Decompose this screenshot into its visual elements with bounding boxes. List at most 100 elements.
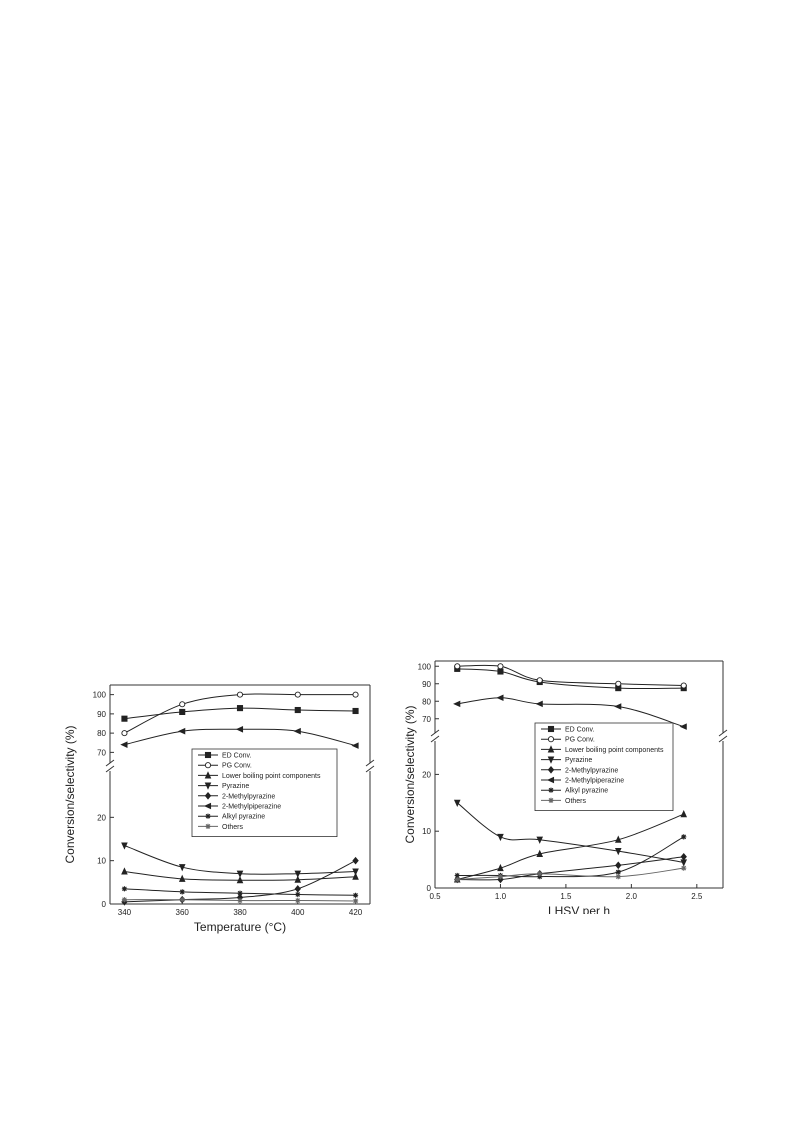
chart-a-point-2-2	[236, 875, 244, 884]
temperature-chart: 340 360 380 400 420 0 10 20 70 80 90 100 Temperature…	[60, 677, 390, 937]
chart-a-x-tick-label-0: 340	[118, 908, 132, 917]
chart-b-legend-marker-2	[547, 745, 555, 753]
chart-a-point-0-3	[294, 706, 301, 714]
chart-b-series-line-3	[456, 802, 684, 863]
chart-a-point-6-4	[352, 892, 359, 898]
chart-b-point-3-0	[453, 799, 461, 807]
chart-b-point-5-0	[453, 700, 461, 708]
chart-a-point-7-3	[295, 897, 301, 904]
chart-b-point-5-1	[496, 694, 504, 702]
chart-b-point-7-4	[681, 865, 687, 871]
chart-b-x-tick-label-1: 1.0	[495, 892, 507, 901]
chart-b-x-tick-label-0: 0.5	[429, 892, 441, 901]
chart-a-y-tick-label-upper-0: 70	[97, 748, 106, 757]
chart-a-legend-marker-2	[204, 771, 212, 779]
chart-b-point-1-1	[497, 663, 504, 670]
chart-b-legend-label-2: Lower boiling point components	[565, 747, 664, 754]
chart-a-point-2-4	[352, 872, 359, 880]
chart-a-y-tick-label-upper-1: 80	[97, 729, 106, 738]
temperature-chart-svg: 340 360 380 400 420 0 10 20 70 80 90 100 Temperature…	[63, 684, 375, 934]
chart-a-legend-marker-0	[204, 751, 212, 759]
chart-b-legend-label-1: PG Conv.	[565, 737, 595, 744]
chart-a-axis-break-right	[365, 759, 375, 773]
chart-a-point-3-0	[121, 842, 128, 850]
chart-a-point-1-2	[236, 691, 244, 698]
chart-a-point-2-3	[294, 875, 302, 883]
chart-b-legend-label-5: 2-Methylpiperazine	[565, 778, 624, 785]
chart-a-point-3-2	[236, 870, 244, 878]
chart-a-legend-label-6: Alkyl pyrazine	[222, 814, 265, 821]
chart-a-point-4-4	[352, 856, 359, 865]
chart-a-point-5-1	[178, 727, 186, 735]
chart-b-series-line-1	[457, 664, 684, 686]
chart-a-y-tick-label-upper-2: 90	[97, 710, 106, 719]
chart-b-y-tick-label-lower-0: 0	[427, 884, 432, 893]
chart-b-legend-marker-1	[547, 736, 555, 743]
chart-b-x-tick-label-3: 2.0	[626, 892, 638, 901]
chart-a-point-2-1	[178, 874, 186, 882]
chart-b-axis-break-left	[430, 729, 440, 743]
chart-a-point-5-3	[293, 727, 301, 735]
chart-b-point-5-4	[679, 723, 687, 730]
chart-a-point-7-2	[237, 897, 243, 904]
chart-b-point-1-4	[680, 682, 687, 689]
chart-a-legend-marker-1	[204, 762, 212, 769]
chart-b-series-line-2	[457, 813, 684, 880]
chart-a-point-3-1	[178, 864, 186, 872]
chart-b-series-line-7	[457, 867, 684, 880]
chart-a-y-tick-label-lower-0: 0	[102, 900, 107, 909]
chart-a-x-tick-label-4: 420	[349, 908, 363, 917]
chart-b-point-1-2	[536, 677, 543, 684]
chart-a-point-1-1	[179, 701, 186, 708]
chart-a-point-7-1	[179, 897, 185, 903]
chart-a-point-5-4	[351, 742, 359, 749]
chart-b-series-group	[453, 663, 688, 884]
chart-b-series-line-0	[457, 668, 684, 690]
chart-a-legend-marker-6	[205, 813, 211, 819]
chart-b-x-axis-title: LHSV per h	[548, 904, 610, 914]
chart-a-y-tick-label-lower-2: 20	[97, 813, 106, 822]
chart-b-point-2-4	[680, 809, 688, 818]
chart-a-point-2-0	[121, 867, 128, 875]
chart-b-y-tick-label-upper-3: 100	[418, 662, 432, 671]
chart-a-legend-label-4: 2-Methylpyrazine	[222, 793, 275, 800]
chart-b-legend-label-0: ED Conv.	[565, 727, 594, 734]
chart-b-point-0-1	[497, 668, 504, 675]
chart-a-point-3-3	[294, 870, 302, 878]
chart-b-y-tick-label-upper-0: 70	[422, 715, 431, 724]
chart-a-legend-label-3: Pyrazine	[222, 783, 249, 790]
chart-b-point-2-1	[497, 863, 504, 872]
chart-b-legend-box	[534, 722, 674, 811]
chart-b-legend: ED Conv. PG Conv. Lower boiling point comp…	[534, 722, 674, 811]
chart-a-point-1-4	[352, 691, 359, 698]
chart-b-point-7-1	[497, 874, 504, 880]
chart-b-point-1-0	[454, 663, 461, 670]
chart-a-series-line-1	[124, 693, 356, 734]
chart-a-point-0-4	[352, 707, 359, 715]
chart-a-frame: 340 360 380 400 420 0 10 20 70 80 90 100 Temperature…	[63, 684, 375, 934]
chart-a-axis-break-left	[105, 759, 115, 773]
chart-a-y-tick-label-lower-1: 10	[97, 857, 106, 866]
chart-a-legend-label-1: PG Conv.	[222, 763, 252, 770]
chart-b-point-6-4	[681, 834, 687, 840]
chart-a-x-axis-title: Temperature (°C)	[194, 920, 286, 934]
chart-a-point-5-2	[235, 725, 244, 733]
chart-b-legend-marker-7	[548, 797, 554, 803]
chart-a-point-0-1	[179, 708, 186, 715]
chart-a-series-group	[120, 691, 359, 906]
chart-a-legend-label-5: 2-Methylpiperazine	[222, 804, 281, 811]
chart-b-point-4-3	[615, 861, 622, 870]
chart-a-point-4-3	[294, 885, 301, 893]
chart-b-y-axis-title: Conversion/selectivity (%)	[405, 705, 417, 843]
chart-b-legend-label-7: Others	[565, 798, 587, 805]
chart-b-point-2-3	[614, 835, 622, 843]
chart-a-x-tick-label-1: 360	[176, 908, 190, 917]
chart-a-series-line-3	[124, 845, 356, 875]
chart-a-point-6-3	[295, 891, 301, 898]
chart-b-legend-marker-0	[547, 725, 555, 733]
chart-b-point-6-3	[615, 869, 621, 875]
chart-a-point-3-4	[352, 868, 359, 876]
chart-a-y-axis-title: Conversion/selectivity (%)	[63, 725, 77, 863]
chart-a-point-0-2	[236, 705, 244, 712]
chart-b-legend-marker-6	[548, 787, 554, 793]
